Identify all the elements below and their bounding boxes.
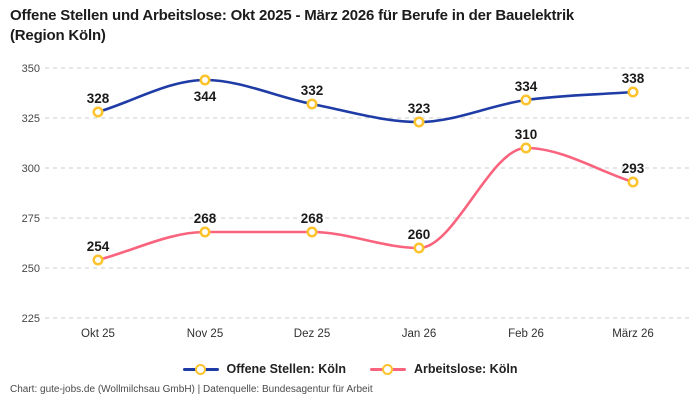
chart-attribution: Chart: gute-jobs.de (Wollmilchsau GmbH) …: [10, 384, 373, 395]
data-point-marker-arbeitslose-köln-dez-25[interactable]: [306, 226, 318, 238]
legend-marker-icon: [381, 363, 393, 375]
chart-title-line1: Offene Stellen und Arbeitslose: Okt 2025…: [10, 7, 575, 24]
data-point-marker-arbeitslose-köln-okt-25[interactable]: [92, 254, 104, 266]
data-point-marker-offene-stellen-köln-jan-26[interactable]: [413, 116, 425, 128]
x-axis-tick-märz-26: März 26: [612, 328, 654, 340]
data-point-marker-arbeitslose-köln-jan-26[interactable]: [413, 242, 425, 254]
data-point-label-arbeitslose-köln-okt-25: 254: [87, 239, 110, 254]
y-axis-tick-225: 225: [22, 313, 40, 325]
data-point-marker-offene-stellen-köln-okt-25[interactable]: [92, 106, 104, 118]
data-point-marker-arbeitslose-köln-nov-25[interactable]: [199, 226, 211, 238]
x-axis-tick-feb-26: Feb 26: [508, 328, 544, 340]
data-point-label-offene-stellen-köln-dez-25: 332: [301, 83, 324, 98]
data-point-marker-offene-stellen-köln-nov-25[interactable]: [199, 74, 211, 86]
data-point-label-arbeitslose-köln-nov-25: 268: [194, 211, 217, 226]
y-axis-tick-300: 300: [22, 163, 40, 175]
data-point-label-offene-stellen-köln-feb-26: 334: [515, 79, 538, 94]
series-line-offene-stellen-köln: [96, 78, 635, 124]
data-point-label-arbeitslose-köln-jan-26: 260: [408, 227, 431, 242]
chart-title-line2: (Region Köln): [10, 27, 106, 44]
data-point-label-arbeitslose-köln-dez-25: 268: [301, 211, 324, 226]
legend-item-arbeitslose-köln: Arbeitslose: Köln: [369, 362, 518, 376]
x-axis-tick-jan-26: Jan 26: [402, 328, 437, 340]
chart-title: Offene Stellen und Arbeitslose: Okt 2025…: [10, 6, 695, 46]
line-chart-plot: 225 250 275 300 325 350 Okt 25 Nov 25 Dez 25 Jan …: [22, 63, 690, 340]
legend-line-sample-icon: [182, 363, 219, 375]
data-point-label-offene-stellen-köln-nov-25: 344: [194, 89, 217, 104]
data-point-label-arbeitslose-köln-märz-26: 293: [622, 161, 645, 176]
legend-label: Offene Stellen: Köln: [226, 362, 346, 376]
data-point-marker-arbeitslose-köln-märz-26[interactable]: [627, 176, 639, 188]
data-point-label-arbeitslose-köln-feb-26: 310: [515, 127, 538, 142]
x-axis-tick-nov-25: Nov 25: [187, 328, 223, 340]
series-line-arbeitslose-köln: [96, 146, 635, 262]
chart-legend: Offene Stellen: Köln Arbeitslose: Köln: [0, 359, 700, 379]
data-point-label-offene-stellen-köln-jan-26: 323: [408, 101, 431, 116]
y-axis-tick-250: 250: [22, 263, 40, 275]
legend-item-offene-stellen-köln: Offene Stellen: Köln: [182, 362, 346, 376]
data-point-marker-arbeitslose-köln-feb-26[interactable]: [520, 142, 532, 154]
x-axis-tick-okt-25: Okt 25: [81, 328, 115, 340]
y-axis-tick-275: 275: [22, 213, 40, 225]
x-axis-tick-dez-25: Dez 25: [294, 328, 330, 340]
data-point-marker-offene-stellen-köln-feb-26[interactable]: [520, 94, 532, 106]
data-point-label-offene-stellen-köln-märz-26: 338: [622, 71, 645, 86]
legend-marker-icon: [194, 363, 206, 375]
y-axis-tick-350: 350: [22, 63, 40, 75]
data-point-label-offene-stellen-köln-okt-25: 328: [87, 91, 110, 106]
legend-label: Arbeitslose: Köln: [413, 362, 518, 376]
y-axis-tick-325: 325: [22, 113, 40, 125]
data-point-marker-offene-stellen-köln-dez-25[interactable]: [306, 98, 318, 110]
data-point-marker-offene-stellen-köln-märz-26[interactable]: [627, 86, 639, 98]
legend-line-sample-icon: [369, 363, 406, 375]
